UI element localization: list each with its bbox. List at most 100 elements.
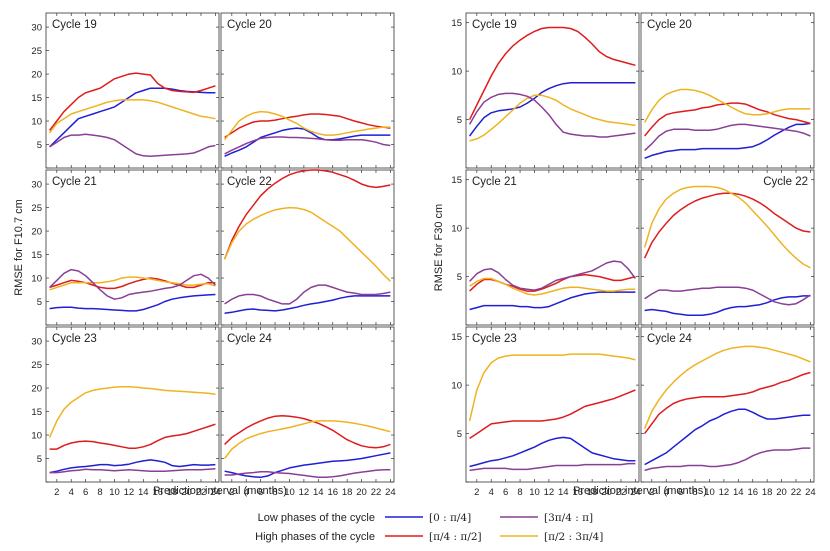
panel-title: Cycle 23 <box>472 333 517 345</box>
x-tick-label: 2 <box>54 487 59 498</box>
panel-frame <box>45 169 220 326</box>
y-tick-label: 25 <box>31 360 42 371</box>
panel-cycle-22: Cycle 22 <box>640 169 815 326</box>
x-tick-label: 6 <box>258 487 263 498</box>
series-line-0-pi4 <box>469 436 636 468</box>
y-tick-label: 15 <box>451 332 462 343</box>
x-tick-label: 16 <box>572 487 583 498</box>
x-tick-label: 10 <box>109 487 120 498</box>
x-tick-label: 24 <box>210 487 221 498</box>
x-tick-label: 8 <box>517 487 522 498</box>
panel-cycle-20: Cycle 20 <box>640 12 815 169</box>
panel-title: Cycle 19 <box>472 19 517 31</box>
series-line-0-pi4 <box>49 293 216 312</box>
x-tick-label: 2 <box>229 487 234 498</box>
x-tick-label: 20 <box>601 487 612 498</box>
y-tick-label: 10 <box>451 381 462 392</box>
x-tick-label: 12 <box>544 487 555 498</box>
x-tick-label: 12 <box>719 487 730 498</box>
series-line-0-pi4 <box>49 459 216 474</box>
x-tick-label: 16 <box>327 487 338 498</box>
x-tick-label: 12 <box>124 487 135 498</box>
series-line-pi2-3pi4 <box>48 385 216 438</box>
x-tick-label: 18 <box>342 487 353 498</box>
x-tick-label: 24 <box>630 487 641 498</box>
series-line-pi4-pi2 <box>469 389 636 440</box>
series-line-0-pi4 <box>644 408 811 466</box>
panel-cycle-21: 5 10 15 Cycle 21 <box>451 169 640 326</box>
legend-entry-label: [3π/4 : π] <box>544 512 593 524</box>
x-tick-label: 10 <box>284 487 295 498</box>
series-line-3pi4-pi <box>468 92 636 138</box>
series-line-pi2-3pi4 <box>643 88 811 123</box>
y-tick-label: 20 <box>31 384 42 395</box>
x-tick-label: 20 <box>776 487 787 498</box>
series-line-pi2-3pi4 <box>468 353 636 422</box>
x-tick-label: 18 <box>762 487 773 498</box>
series-line-3pi4-pi <box>49 268 216 300</box>
series-line-pi4-pi2 <box>49 72 216 131</box>
y-tick-label: 30 <box>31 23 42 34</box>
panel-frame <box>640 326 815 483</box>
x-tick-label: 22 <box>371 487 382 498</box>
legend-entry-label: [0 : π/4] <box>429 512 471 524</box>
x-tick-label: 24 <box>805 487 816 498</box>
panel-title: Cycle 19 <box>52 19 97 31</box>
x-tick-label: 4 <box>489 487 494 498</box>
series-line-pi2-3pi4 <box>224 110 391 141</box>
x-tick-label: 14 <box>733 487 744 498</box>
series-line-pi2-3pi4 <box>643 345 811 429</box>
x-tick-label: 6 <box>678 487 683 498</box>
panel-title: Cycle 24 <box>647 333 692 345</box>
panel-cycle-20: Cycle 20 <box>220 12 395 169</box>
legend-row-high-label: High phases of the cycle <box>255 531 375 543</box>
series-line-3pi4-pi <box>224 469 391 479</box>
x-tick-label: 4 <box>244 487 249 498</box>
panel-cycle-21: 5 10 15 20 25 30 Cycle 21 <box>31 169 220 326</box>
legend-entry-label: [π/2 : 3π/4] <box>544 531 603 543</box>
series-line-pi4-pi2 <box>224 415 391 449</box>
series-line-3pi4-pi <box>644 286 811 306</box>
series-line-3pi4-pi <box>469 260 637 291</box>
panel-frame <box>45 326 220 483</box>
y-tick-label: 15 <box>451 175 462 186</box>
x-tick-label: 8 <box>97 487 102 498</box>
series-line-3pi4-pi <box>469 462 636 472</box>
x-tick-label: 2 <box>474 487 479 498</box>
series-line-3pi4-pi <box>49 133 216 158</box>
x-tick-label: 18 <box>587 487 598 498</box>
legend-row-low-label: Low phases of the cycle <box>258 512 375 524</box>
panel-frame <box>220 12 395 169</box>
y-tick-label: 10 <box>451 67 462 78</box>
series-line-pi4-pi2 <box>223 169 391 260</box>
series-line-0-pi4 <box>468 82 636 137</box>
x-tick-label: 18 <box>167 487 178 498</box>
legend-entry-label: [π/4 : π/2] <box>429 531 482 543</box>
panel-frame <box>465 12 640 169</box>
panel-title: Cycle 20 <box>647 19 692 31</box>
series-line-pi4-pi2 <box>643 192 811 259</box>
x-tick-label: 10 <box>704 487 715 498</box>
x-tick-label: 8 <box>272 487 277 498</box>
panel-title: Cycle 24 <box>227 333 272 345</box>
x-tick-label: 10 <box>529 487 540 498</box>
series-line-pi4-pi2 <box>49 277 216 290</box>
x-tick-label: 4 <box>69 487 74 498</box>
panel-cycle-19: 5 10 15 20 25 30 Cycle 19 <box>31 12 220 169</box>
series-line-pi2-3pi4 <box>223 206 391 282</box>
series-line-pi2-3pi4 <box>469 94 636 142</box>
panel-title: Cycle 23 <box>52 333 97 345</box>
series-line-pi4-pi2 <box>224 113 391 139</box>
panel-title: Cycle 22 <box>763 176 808 188</box>
y-tick-label: 15 <box>31 407 42 418</box>
y-axis-label: RMSE for F10.7 cm <box>13 199 25 296</box>
y-tick-label: 30 <box>31 337 42 348</box>
series-line-0-pi4 <box>644 295 811 317</box>
y-tick-label: 20 <box>31 70 42 81</box>
series-line-pi2-3pi4 <box>224 420 391 459</box>
series-line-0-pi4 <box>224 452 391 479</box>
y-tick-label: 5 <box>37 454 42 465</box>
